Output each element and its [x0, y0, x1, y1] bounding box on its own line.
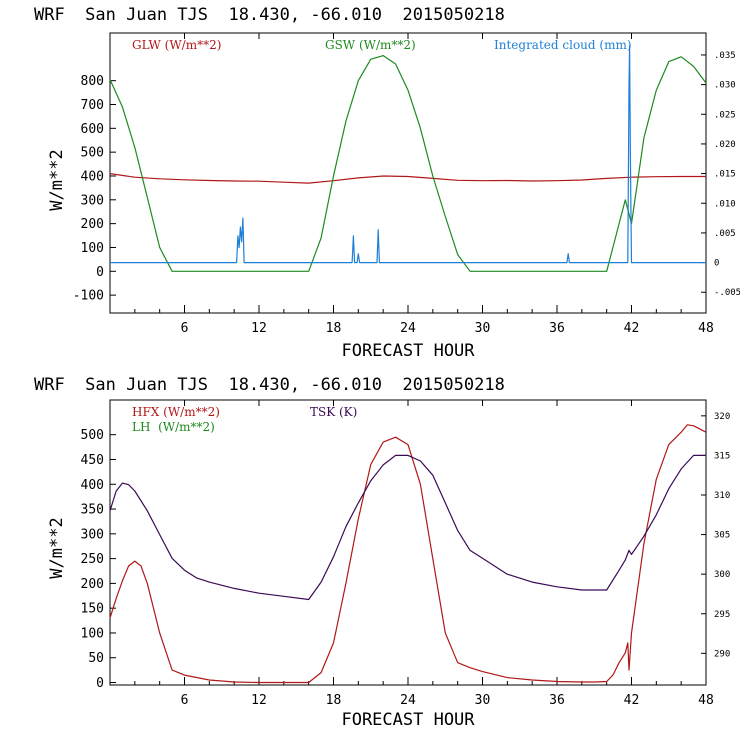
y-tick-label: 200 [81, 217, 104, 232]
y-tick-label: 100 [81, 626, 104, 641]
legend-gsw: GSW (W/m**2) [325, 38, 416, 52]
y-tick-label: 400 [81, 478, 104, 493]
chart-2-x-ticks: 6 12 18 24 30 36 42 48 [134, 400, 714, 708]
y-tick-label: 300 [81, 527, 104, 542]
chart-1-y-ticks: 800 700 600 500 400 300 200 100 0 -100 [73, 74, 116, 304]
x-tick-label: 24 [400, 321, 416, 336]
y-tick-label: 500 [81, 146, 104, 161]
legend-hfx: HFX (W/m**2) [132, 405, 220, 419]
series-line-hfx [109, 424, 707, 684]
legend-lh: LH (W/m**2) [132, 420, 215, 434]
x-tick-label: 6 [181, 321, 189, 336]
y-tick-label: 700 [81, 98, 104, 113]
legend-glw: GLW (W/m**2) [132, 38, 221, 52]
chart-1: WRF San Juan TJS 18.430, -66.010 2015050… [34, 5, 740, 361]
chart-1-xlabel: FORECAST HOUR [341, 341, 475, 361]
x-tick-label: 18 [326, 693, 342, 708]
legend-tsk: TSK (K) [310, 405, 357, 419]
right-tick-label: .030 [714, 81, 736, 91]
chart-2: WRF San Juan TJS 18.430, -66.010 2015050… [34, 375, 730, 730]
right-tick-label: 310 [714, 491, 730, 501]
chart-2-xlabel: FORECAST HOUR [341, 710, 475, 730]
x-tick-label: 12 [251, 693, 267, 708]
x-tick-label: 24 [400, 693, 416, 708]
right-tick-label: 300 [714, 570, 730, 580]
chart-2-right-ticks: 320 315 310 305 300 295 290 [701, 412, 730, 659]
y-tick-label: 200 [81, 577, 104, 592]
chart-2-title: WRF San Juan TJS 18.430, -66.010 2015050… [34, 375, 505, 395]
y-tick-label: 400 [81, 169, 104, 184]
right-tick-label: -.005 [714, 288, 740, 298]
y-tick-label: 150 [81, 602, 104, 617]
y-tick-label: 450 [81, 453, 104, 468]
x-tick-label: 42 [624, 693, 640, 708]
right-tick-label: 0 [714, 259, 719, 269]
right-tick-label: .005 [714, 229, 736, 239]
series-line-integrated [110, 45, 706, 264]
y-tick-label: 50 [88, 651, 104, 666]
right-tick-label: 320 [714, 412, 730, 422]
chart-1-ylabel: W/m**2 [47, 149, 67, 210]
y-tick-label: 300 [81, 193, 104, 208]
x-tick-label: 48 [698, 321, 714, 336]
y-tick-label: -100 [73, 289, 104, 304]
x-tick-label: 48 [698, 693, 714, 708]
x-tick-label: 30 [475, 693, 491, 708]
y-tick-label: 0 [96, 265, 104, 280]
y-tick-label: 600 [81, 122, 104, 137]
right-tick-label: .015 [714, 170, 736, 180]
chart-2-series [109, 424, 707, 684]
right-tick-label: .035 [714, 51, 736, 61]
right-tick-label: .025 [714, 110, 736, 120]
series-line-glw [109, 173, 706, 184]
right-tick-label: .020 [714, 140, 736, 150]
right-tick-label: 290 [714, 649, 730, 659]
series-line-gsw [109, 54, 707, 272]
x-tick-label: 42 [624, 321, 640, 336]
legend-cloud: Integrated cloud (mm) [494, 38, 632, 52]
right-tick-label: 315 [714, 451, 730, 461]
x-tick-label: 18 [326, 321, 342, 336]
chart-1-right-ticks: .035 .030 .025 .020 .015 .010 .005 0 -.005 [701, 51, 740, 298]
y-tick-label: 350 [81, 503, 104, 518]
right-tick-label: .010 [714, 199, 736, 209]
right-tick-label: 305 [714, 531, 730, 541]
y-tick-label: 800 [81, 74, 104, 89]
chart-1-series [109, 45, 707, 272]
chart-1-title: WRF San Juan TJS 18.430, -66.010 2015050… [34, 5, 505, 25]
x-tick-label: 36 [549, 693, 565, 708]
y-tick-label: 100 [81, 241, 104, 256]
chart-1-x-ticks: 6 12 18 24 30 36 42 48 [134, 33, 714, 336]
y-tick-label: 0 [96, 676, 104, 691]
y-tick-label: 500 [81, 428, 104, 443]
x-tick-label: 6 [181, 693, 189, 708]
chart-2-ylabel: W/m**2 [47, 517, 67, 578]
y-tick-label: 250 [81, 552, 104, 567]
right-tick-label: 295 [714, 610, 730, 620]
x-tick-label: 30 [475, 321, 491, 336]
x-tick-label: 12 [251, 321, 267, 336]
x-tick-label: 36 [549, 321, 565, 336]
series-line-tsk [109, 454, 706, 601]
